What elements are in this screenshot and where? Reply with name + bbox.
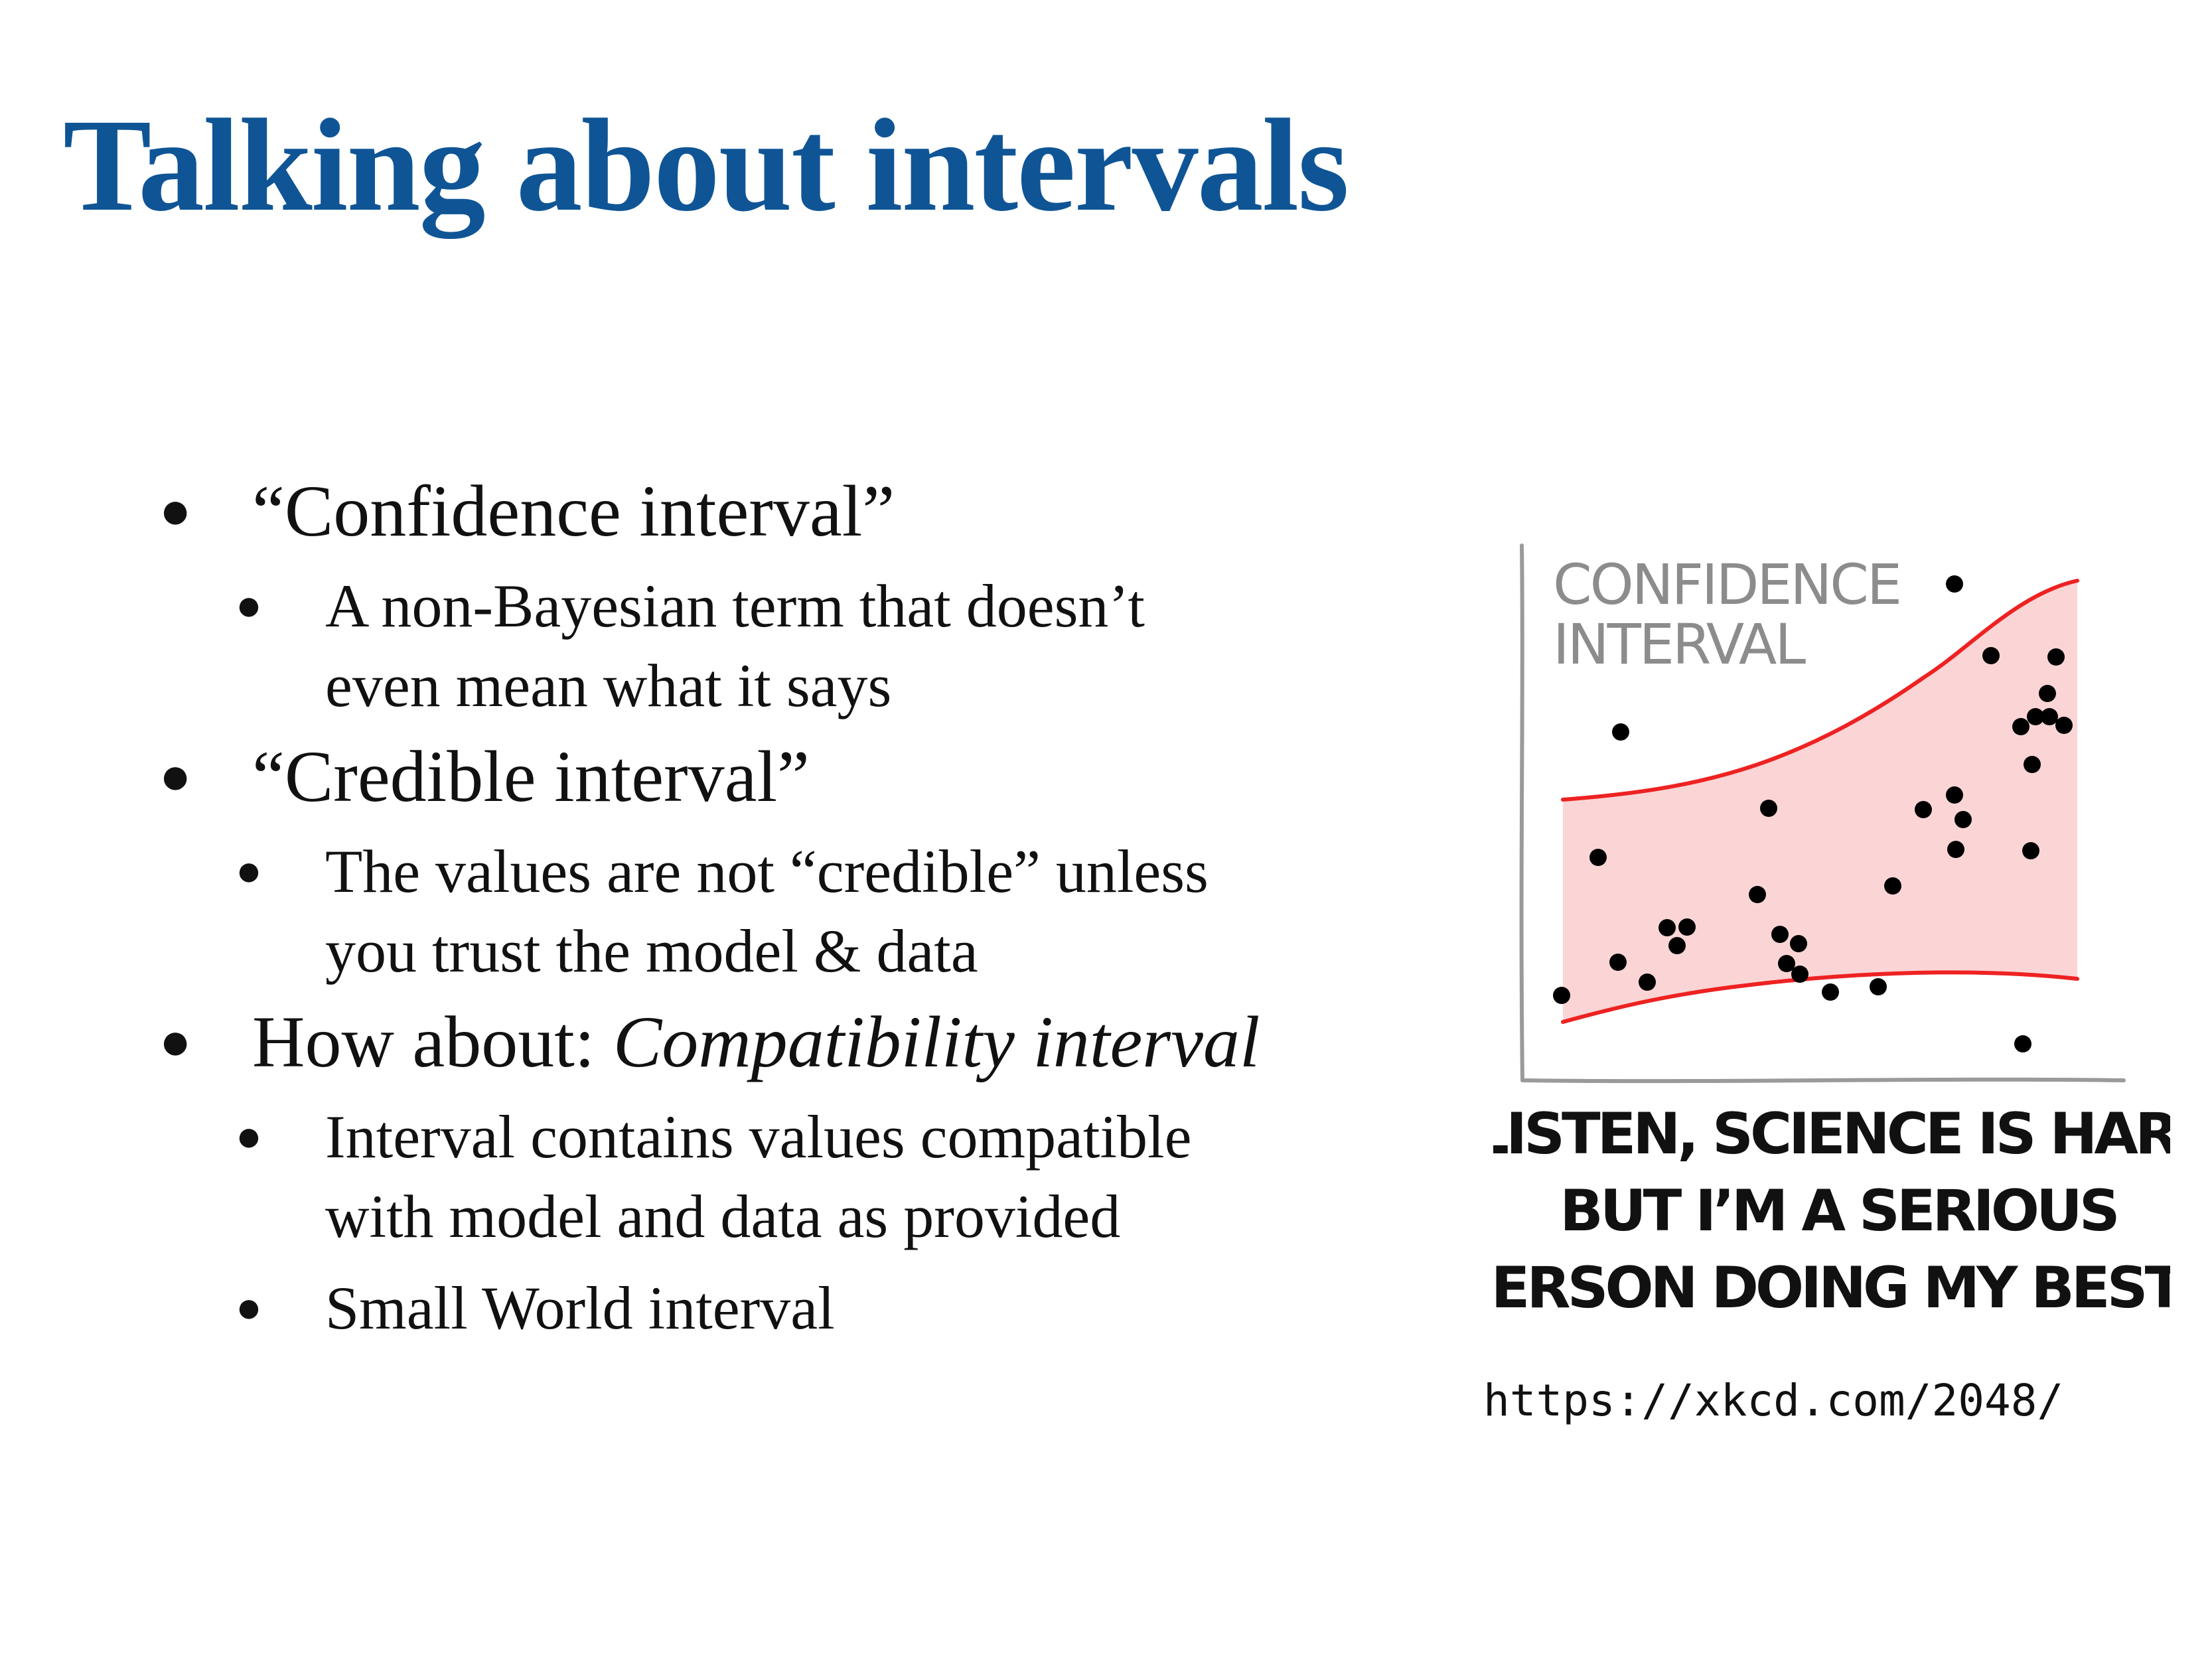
data-point [2014,1035,2031,1052]
bullet-confidence-interval: ● “Confidence interval” [153,468,1380,554]
data-point [1947,841,1964,858]
data-point [1954,811,1972,828]
data-point [1771,926,1789,943]
data-point [1778,955,1795,972]
data-point [1589,849,1607,866]
sub-bullet-line: with model and data as provided [325,1183,1121,1250]
bullet-text-emphasis: Compatibility interval [613,1001,1260,1082]
data-point [1760,800,1777,817]
sub-bullet-line: you trust the model & data [325,917,978,985]
bullet-list: ● “Confidence interval” ● A non-Bayesian… [153,468,1380,1348]
data-point [1915,801,1932,818]
bullet-credible-interval: ● “Credible interval” [153,733,1380,820]
data-point [1678,918,1696,936]
sub-bullet-confidence: ● A non-Bayesian term that doesn’t even … [153,566,1380,725]
sub-bullet-credible: ● The values are not “credible” unless y… [153,831,1380,991]
data-point [2027,708,2044,725]
sub-bullet-line: A non-Bayesian term that doesn’t [325,572,1145,640]
bullet-text: “Credible interval” [252,736,810,817]
bullet-dot: ● [159,747,192,806]
data-point [2022,842,2039,859]
sub-bullet-dot: ● [236,1112,262,1161]
comic-label-line: CONFIDENCE [1553,552,1900,617]
data-point [2012,718,2029,735]
data-point [1822,983,1839,1001]
data-point [1982,647,2000,664]
comic-caption-line: BUT I’M A SERIOUS [1560,1178,2116,1244]
comic-label-line: INTERVAL [1553,612,1806,677]
data-point [1612,723,1629,741]
sub-bullet-line: Small World interval [325,1274,835,1342]
data-point [1870,978,1887,995]
comic-caption-line: PERSON DOING MY BEST.” [1493,1255,2170,1321]
data-point [2041,708,2058,725]
data-points [1553,575,2073,1052]
x-axis [1520,1077,2126,1084]
bullet-text: “Confidence interval” [252,470,895,551]
bullet-text-prefix: How about: [252,1001,613,1082]
data-point [2047,648,2065,666]
comic-drawing: CONFIDENCE INTERVAL [1493,543,2170,1321]
data-point [1659,919,1676,936]
data-point [1791,966,1808,983]
data-point [1639,974,1656,991]
sub-bullet-compatibility: ● Interval contains values compatible wi… [153,1097,1380,1256]
data-point [2055,717,2073,734]
data-point [1749,886,1766,903]
source-url[interactable]: https://xkcd.com/2048/ [1483,1375,2064,1426]
data-point [1946,786,1963,804]
data-point [1668,937,1686,954]
sub-bullet-dot: ● [236,1283,262,1332]
band-upper-edge [1561,579,2079,802]
sub-bullet-line: The values are not “credible” unless [325,837,1209,905]
confidence-band [1563,581,2077,1022]
data-point [1609,954,1627,971]
band-lower-edge [1561,970,2079,1024]
data-point [1790,935,1807,952]
sub-bullet-dot: ● [236,847,262,895]
bullet-compatibility-interval: ● How about: Compatibility interval [153,999,1380,1085]
bullet-dot: ● [159,1013,192,1071]
data-point [1884,877,1901,895]
sub-bullet-small-world: ● Small World interval [153,1268,1380,1348]
slide-title: Talking about intervals [63,92,1349,239]
sub-bullet-line: Interval contains values compatible [325,1103,1192,1171]
bullet-dot: ● [159,482,192,540]
data-point [1946,575,1963,593]
xkcd-comic: CONFIDENCE INTERVAL [1493,524,2170,1334]
sub-bullet-dot: ● [236,581,262,630]
data-point [1553,987,1570,1004]
data-point [2039,685,2056,702]
sub-bullet-line: even mean what it says [325,652,892,719]
data-point [2024,756,2041,773]
